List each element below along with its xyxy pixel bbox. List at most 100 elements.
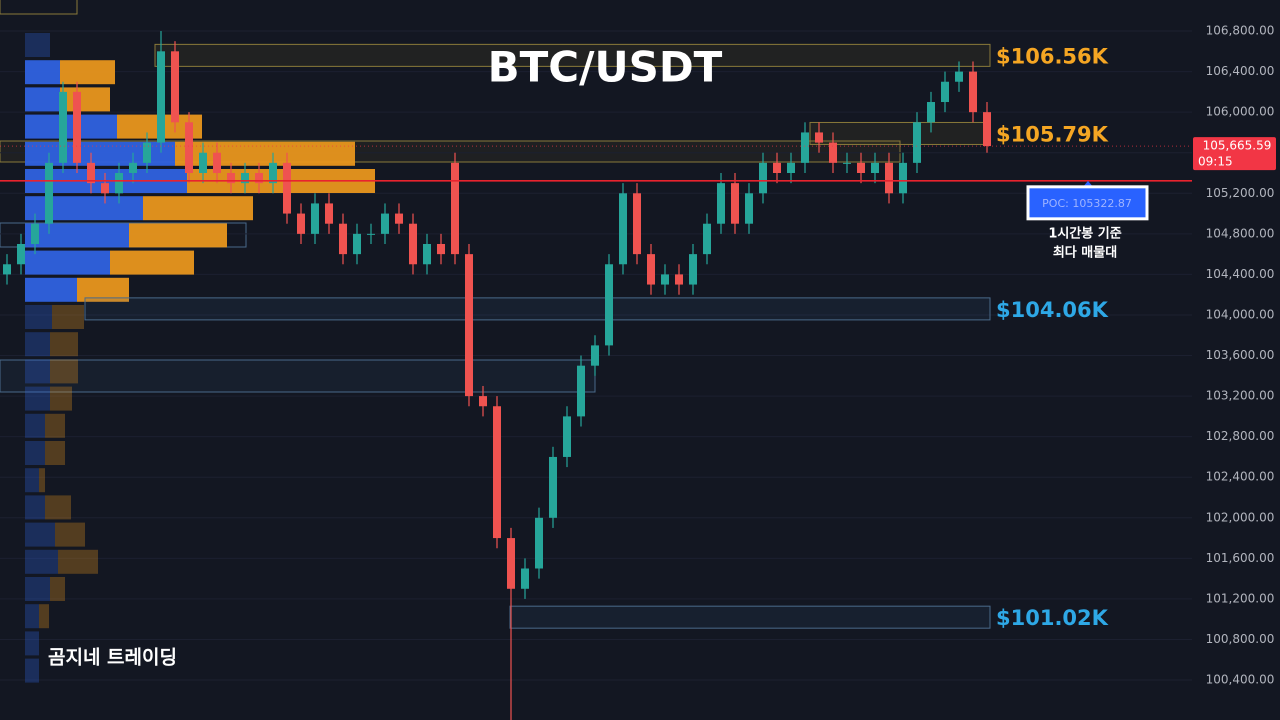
- candle-body: [45, 162, 53, 224]
- profile-sell: [58, 549, 98, 574]
- candle-body: [703, 223, 711, 255]
- y-tick-label: 101,200.00: [1206, 591, 1275, 605]
- candle-body: [633, 193, 641, 255]
- profile-sell: [45, 441, 65, 465]
- candle-body: [857, 162, 865, 174]
- profile-buy: [25, 223, 129, 248]
- level-label: $101.02K: [996, 606, 1109, 630]
- level-label: $104.06K: [996, 298, 1109, 322]
- y-tick-label: 102,400.00: [1206, 470, 1275, 484]
- profile-sell: [60, 60, 115, 85]
- profile-sell: [50, 577, 65, 601]
- profile-buy: [25, 631, 39, 656]
- candle-body: [437, 243, 445, 255]
- level-label: $106.56K: [996, 44, 1109, 68]
- profile-sell: [39, 604, 49, 629]
- last-price-label: 105,665.59: [1203, 139, 1272, 153]
- profile-sell: [52, 305, 84, 329]
- profile-sell: [45, 495, 71, 520]
- candle-body: [143, 142, 151, 163]
- candle-body: [563, 416, 571, 457]
- candle-body: [297, 213, 305, 234]
- candle-body: [941, 81, 949, 103]
- profile-sell: [110, 250, 194, 275]
- profile-buy: [25, 277, 77, 302]
- candle-body: [283, 162, 291, 214]
- last-price-tag: [1193, 137, 1276, 171]
- candle-body: [731, 183, 739, 224]
- candle-body: [451, 162, 459, 255]
- candle-body: [87, 162, 95, 184]
- candle-body: [367, 233, 375, 235]
- y-tick-label: 106,800.00: [1206, 24, 1275, 38]
- candle-body: [339, 223, 347, 255]
- y-tick-label: 106,000.00: [1206, 105, 1275, 119]
- candle-body: [353, 233, 361, 255]
- watermark: 곰지네 트레이딩: [48, 647, 177, 669]
- level-zone: [509, 605, 991, 629]
- profile-sell: [60, 87, 110, 112]
- profile-buy: [25, 87, 60, 112]
- y-tick-label: 100,800.00: [1206, 632, 1275, 646]
- profile-buy: [25, 141, 175, 166]
- profile-buy: [25, 114, 117, 139]
- profile-buy: [25, 441, 45, 465]
- poc-label: POC: 105322.87: [1042, 197, 1132, 210]
- candle-body: [31, 223, 39, 244]
- candle-body: [269, 162, 277, 184]
- candle-body: [745, 193, 753, 224]
- candle-body: [409, 223, 417, 265]
- profile-sell: [129, 223, 227, 248]
- profile-buy: [25, 359, 50, 384]
- y-tick-label: 100,400.00: [1206, 673, 1275, 687]
- profile-sell: [45, 413, 65, 438]
- y-tick-label: 103,200.00: [1206, 389, 1275, 403]
- candle-body: [59, 91, 67, 163]
- candle-body: [129, 162, 137, 174]
- candle-body: [199, 152, 207, 174]
- candle-body: [661, 274, 669, 285]
- candle-body: [801, 132, 809, 163]
- candle-body: [185, 122, 193, 174]
- profile-sell: [50, 359, 78, 384]
- profile-buy: [25, 577, 50, 601]
- profile-buy: [25, 604, 39, 629]
- candle-body: [423, 243, 431, 265]
- candle-body: [969, 71, 977, 113]
- profile-buy: [25, 250, 110, 275]
- candle-body: [255, 173, 263, 184]
- candle-body: [843, 162, 851, 164]
- candle-body: [815, 132, 823, 143]
- poc-box: [1026, 185, 1149, 221]
- profile-buy: [25, 549, 58, 574]
- zone-box: [0, 359, 596, 393]
- profile-buy: [25, 468, 39, 493]
- y-tick-label: 104,000.00: [1206, 307, 1275, 321]
- candle-body: [507, 538, 515, 589]
- profile-buy: [25, 495, 45, 520]
- candle-body: [171, 51, 179, 123]
- candle-body: [227, 173, 235, 184]
- y-tick-label: 106,400.00: [1206, 64, 1275, 78]
- candle-body: [101, 183, 109, 194]
- chart-title: BTC/USDT: [488, 43, 723, 92]
- y-tick-label: 103,600.00: [1206, 348, 1275, 362]
- candle-body: [619, 193, 627, 265]
- candle-body: [535, 517, 543, 569]
- candle-body: [983, 112, 991, 147]
- candle-body: [577, 365, 585, 417]
- candle-body: [115, 173, 123, 194]
- candle-body: [675, 274, 683, 285]
- candle-body: [913, 122, 921, 163]
- profile-buy: [25, 196, 143, 221]
- profile-sell: [50, 332, 78, 357]
- y-tick-label: 105,200.00: [1206, 186, 1275, 200]
- candle-body: [3, 264, 11, 275]
- profile-buy: [25, 60, 60, 85]
- candle-body: [17, 243, 25, 265]
- candle-body: [395, 213, 403, 224]
- candle-body: [157, 51, 165, 143]
- y-tick-label: 104,800.00: [1206, 226, 1275, 240]
- poc-note: 최다 매물대: [1053, 244, 1117, 260]
